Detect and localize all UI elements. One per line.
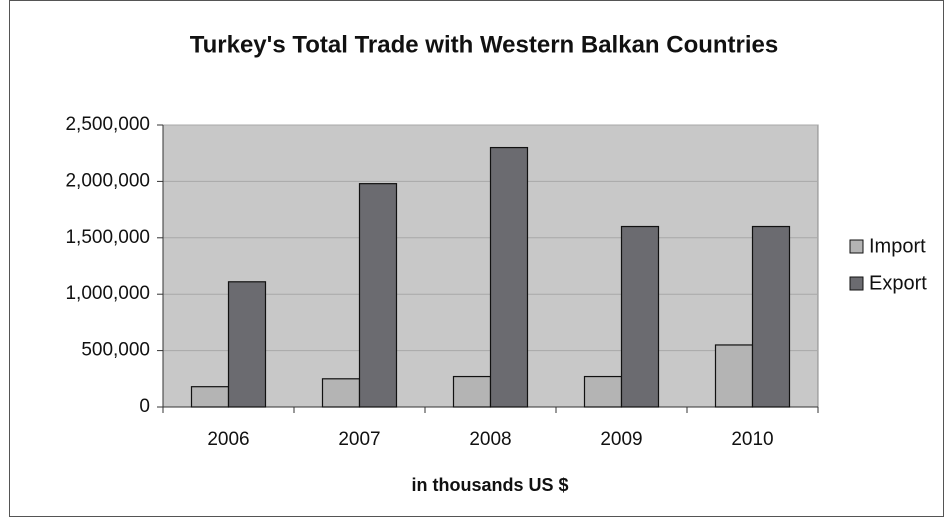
y-tick-label: 1,500,000 [65, 227, 150, 248]
legend-label: Export [869, 272, 927, 294]
bar [452, 375, 492, 408]
bar [583, 375, 623, 408]
y-tick-label: 0 [139, 396, 150, 417]
y-tick-label: 2,000,000 [65, 170, 150, 191]
legend-swatch [849, 239, 864, 254]
x-tick-label: 2010 [731, 429, 773, 450]
x-tick-label: 2007 [338, 429, 380, 450]
bar [489, 146, 529, 408]
x-axis-label: in thousands US $ [411, 475, 568, 495]
bar [751, 225, 791, 408]
bar [358, 183, 398, 408]
legend-label: Import [869, 235, 926, 257]
bar [620, 225, 660, 408]
bar [227, 281, 267, 408]
y-tick-label: 1,000,000 [65, 283, 150, 304]
x-tick-label: 2009 [600, 429, 642, 450]
x-tick-label: 2008 [469, 429, 511, 450]
chart-title: Turkey's Total Trade with Western Balkan… [190, 31, 779, 58]
legend-swatch [849, 276, 864, 291]
x-tick-label: 2006 [207, 429, 249, 450]
bar [190, 386, 230, 408]
y-tick-label: 2,500,000 [65, 114, 150, 135]
bar [321, 378, 361, 408]
bar [714, 344, 754, 408]
y-tick-label: 500,000 [81, 340, 150, 361]
